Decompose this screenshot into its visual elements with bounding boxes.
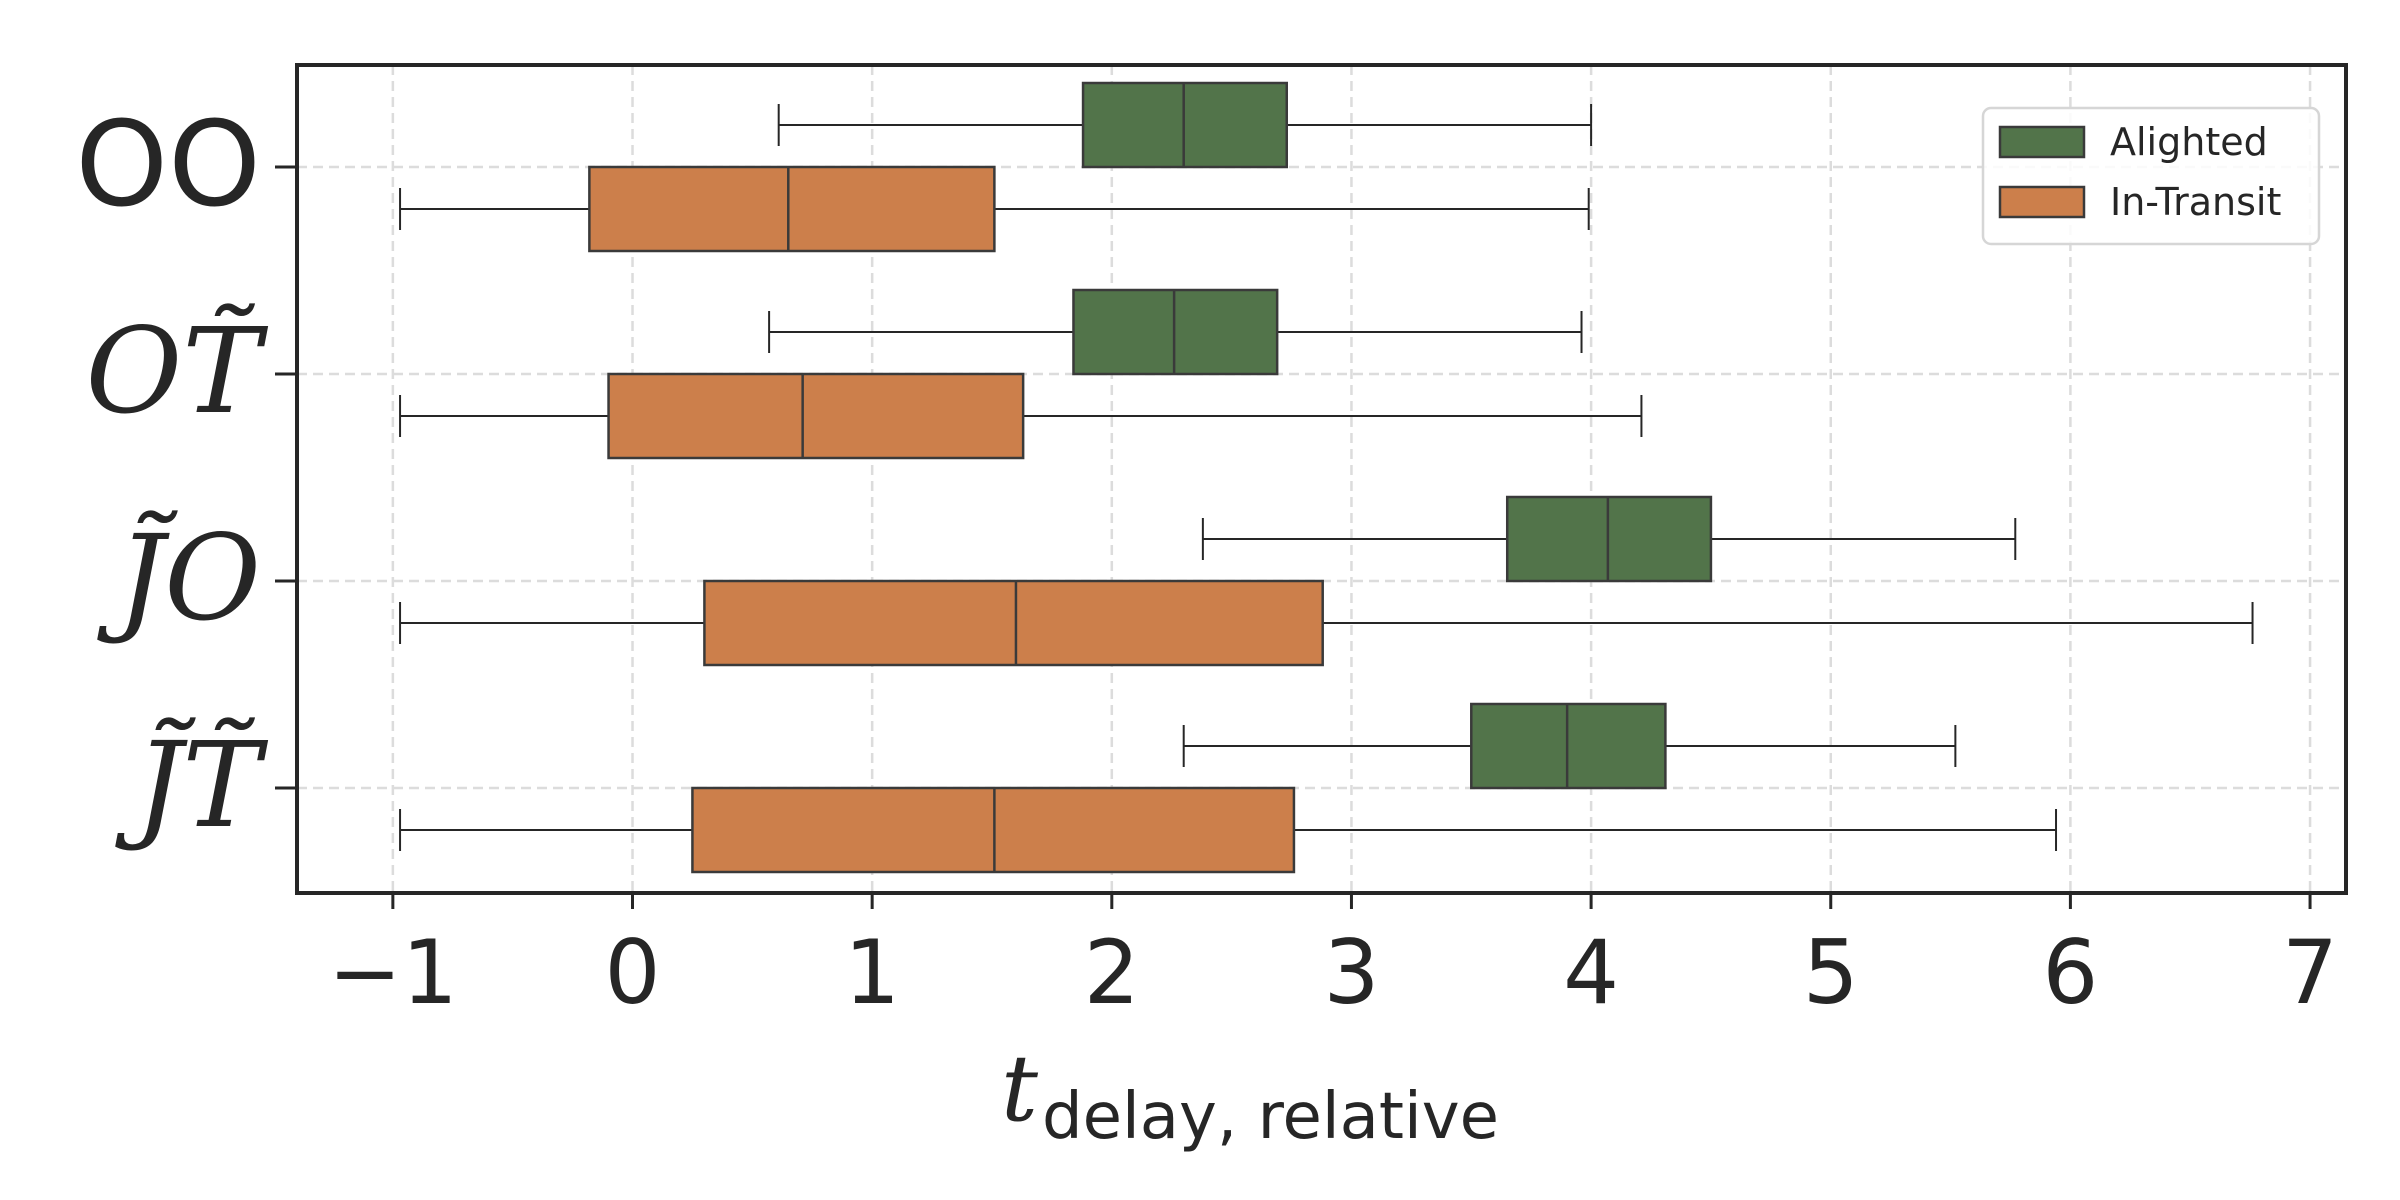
box-plot-alighted (777, 81, 1593, 169)
x-tick-label: −1 (328, 921, 458, 1024)
plot-frame (295, 63, 2348, 895)
box-plot-alighted (1182, 702, 1957, 790)
y-tick-label: J̃T̃ (115, 716, 268, 854)
x-axis-label: tdelay, relative (1001, 1035, 1499, 1154)
x-tick-label: 6 (2042, 921, 2098, 1024)
box-plot-in-transit (399, 165, 1590, 253)
y-tick-label: J̃O (97, 509, 261, 647)
box-plots (399, 81, 2254, 874)
x-tick-label: 5 (1803, 921, 1859, 1024)
box-iqr (607, 372, 1025, 460)
box-plot-in-transit (399, 786, 2058, 874)
x-tick-label: 7 (2282, 921, 2338, 1024)
legend-swatch-in-transit (1998, 185, 2086, 219)
box-iqr (588, 165, 996, 253)
legend-swatch-alighted (1998, 125, 2086, 159)
box-plot-in-transit (399, 579, 2254, 667)
box-plot-alighted (768, 288, 1583, 376)
x-tick-label: 0 (605, 921, 661, 1024)
box-plot-in-transit (399, 372, 1643, 460)
x-tick-label: 2 (1084, 921, 1140, 1024)
axes: −1 0 1 2 3 4 5 6 7 OO OT̃ J̃O J̃T̃ (75, 95, 2338, 1024)
box-iqr (703, 579, 1324, 667)
x-axis-label-subscript: delay, relative (1042, 1080, 1499, 1154)
x-axis-label-main: t (1001, 1035, 1039, 1142)
x-tick-label: 3 (1323, 921, 1379, 1024)
box-plot-alighted (1201, 495, 2017, 583)
x-tick-label: 1 (844, 921, 900, 1024)
legend: Alighted In-Transit (1981, 106, 2321, 246)
legend-label-alighted: Alighted (2110, 120, 2268, 164)
y-tick-label: OO (75, 95, 261, 233)
legend-label-in-transit: In-Transit (2110, 180, 2281, 224)
x-tick-label: 4 (1563, 921, 1619, 1024)
y-tick-label: OT̃ (86, 302, 269, 440)
